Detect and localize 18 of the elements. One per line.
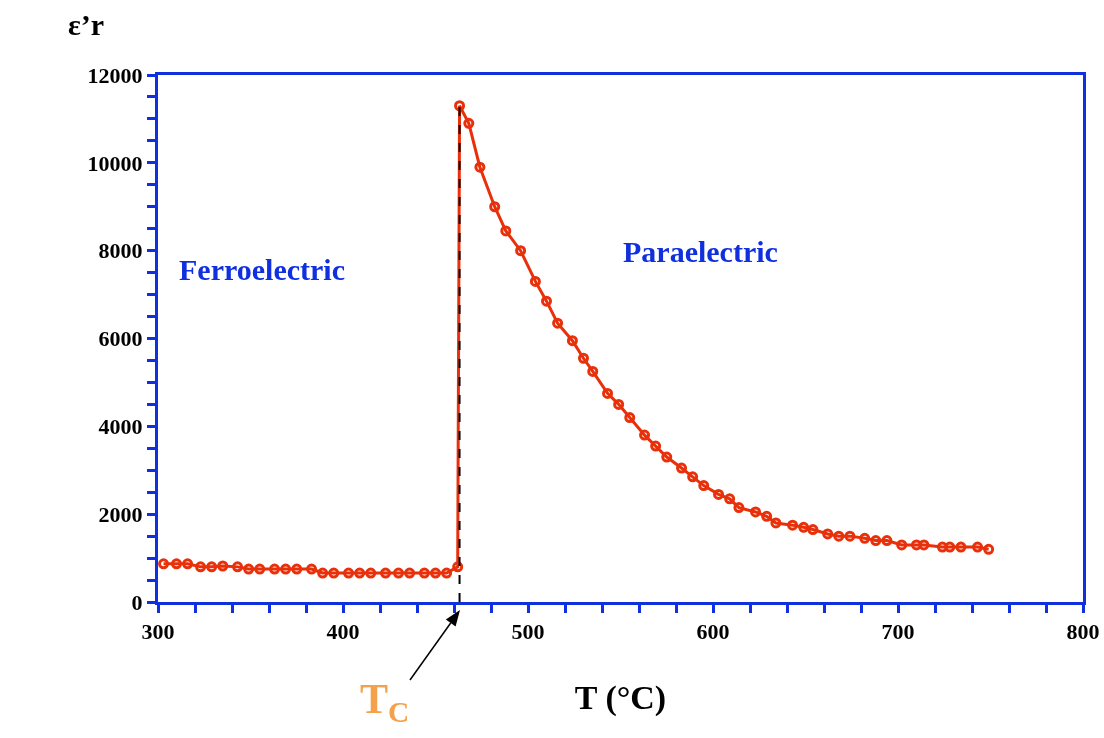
y-tick-label: 6000 [98,326,143,352]
x-tick-label: 600 [696,619,730,645]
y-tick-label: 12000 [87,62,143,88]
annotation: Paraelectric [623,235,778,268]
y-axis-title: ε’r [68,8,105,41]
y-tick-label: 4000 [98,414,143,440]
x-tick-label: 400 [326,619,360,645]
x-tick-label: 300 [141,619,175,645]
x-tick-label: 700 [881,619,915,645]
x-axis-title: T (°C) [574,678,667,717]
annotation: T$_{C}$ [360,676,410,728]
y-tick-label: 0 [131,589,143,615]
y-tick-label: 10000 [87,150,143,176]
y-tick-label: 2000 [98,501,143,527]
x-tick-label: 500 [511,619,545,645]
y-tick-label: 8000 [98,238,143,264]
x-tick-label: 800 [1066,619,1100,645]
annotation: Ferroelectric [179,253,345,286]
